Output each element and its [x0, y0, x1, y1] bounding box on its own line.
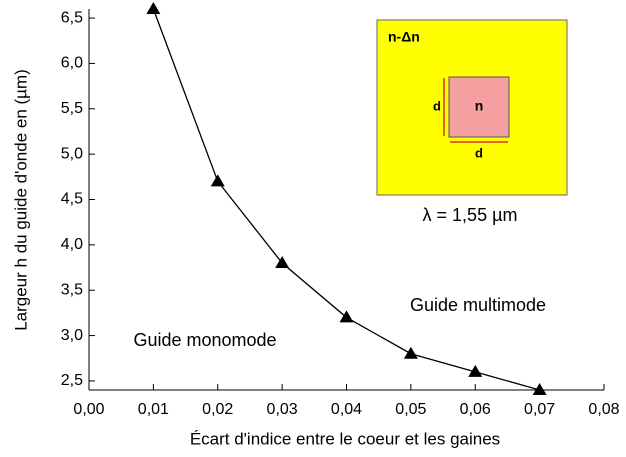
x-axis-label: Écart d'indice entre le coeur et les gai… [190, 429, 500, 448]
y-axis-label: Largeur h du guide d'onde en (µm) [11, 69, 30, 331]
inset-core [448, 76, 510, 138]
marker [532, 383, 547, 395]
marker [146, 2, 161, 14]
x-tick-label: 0,08 [588, 401, 619, 418]
marker [403, 346, 418, 359]
y-tick-label: 6,5 [61, 9, 83, 26]
x-tick-label: 0,00 [73, 401, 104, 418]
x-tick-label: 0,06 [460, 401, 491, 418]
annotation: Guide multimode [410, 295, 546, 315]
y-tick-label: 4,5 [61, 191, 83, 208]
annotation: Guide monomode [133, 330, 276, 350]
marker [339, 310, 354, 323]
y-tick-label: 5,5 [61, 100, 83, 117]
y-tick-label: 5,0 [61, 145, 83, 162]
x-tick-label: 0,04 [331, 401, 362, 418]
x-tick-label: 0,03 [267, 401, 298, 418]
inset-core-label: n [475, 98, 484, 114]
x-tick-label: 0,05 [395, 401, 426, 418]
inset-dimension: d [433, 98, 441, 113]
inset-outer-label: n-Δn [388, 29, 420, 45]
y-tick-label: 2,5 [61, 372, 83, 389]
y-tick-label: 3,5 [61, 281, 83, 298]
marker [275, 256, 290, 268]
x-tick-label: 0,01 [138, 401, 169, 418]
x-tick-label: 0,07 [524, 401, 555, 418]
marker [468, 364, 483, 377]
inset-dimension: d [475, 145, 483, 160]
inset-wavelength: λ = 1,55 µm [423, 205, 518, 225]
y-tick-label: 4,0 [61, 236, 83, 253]
x-tick-label: 0,02 [202, 401, 233, 418]
marker [210, 174, 225, 187]
y-tick-label: 3,0 [61, 327, 83, 344]
y-tick-label: 6,0 [61, 55, 83, 72]
